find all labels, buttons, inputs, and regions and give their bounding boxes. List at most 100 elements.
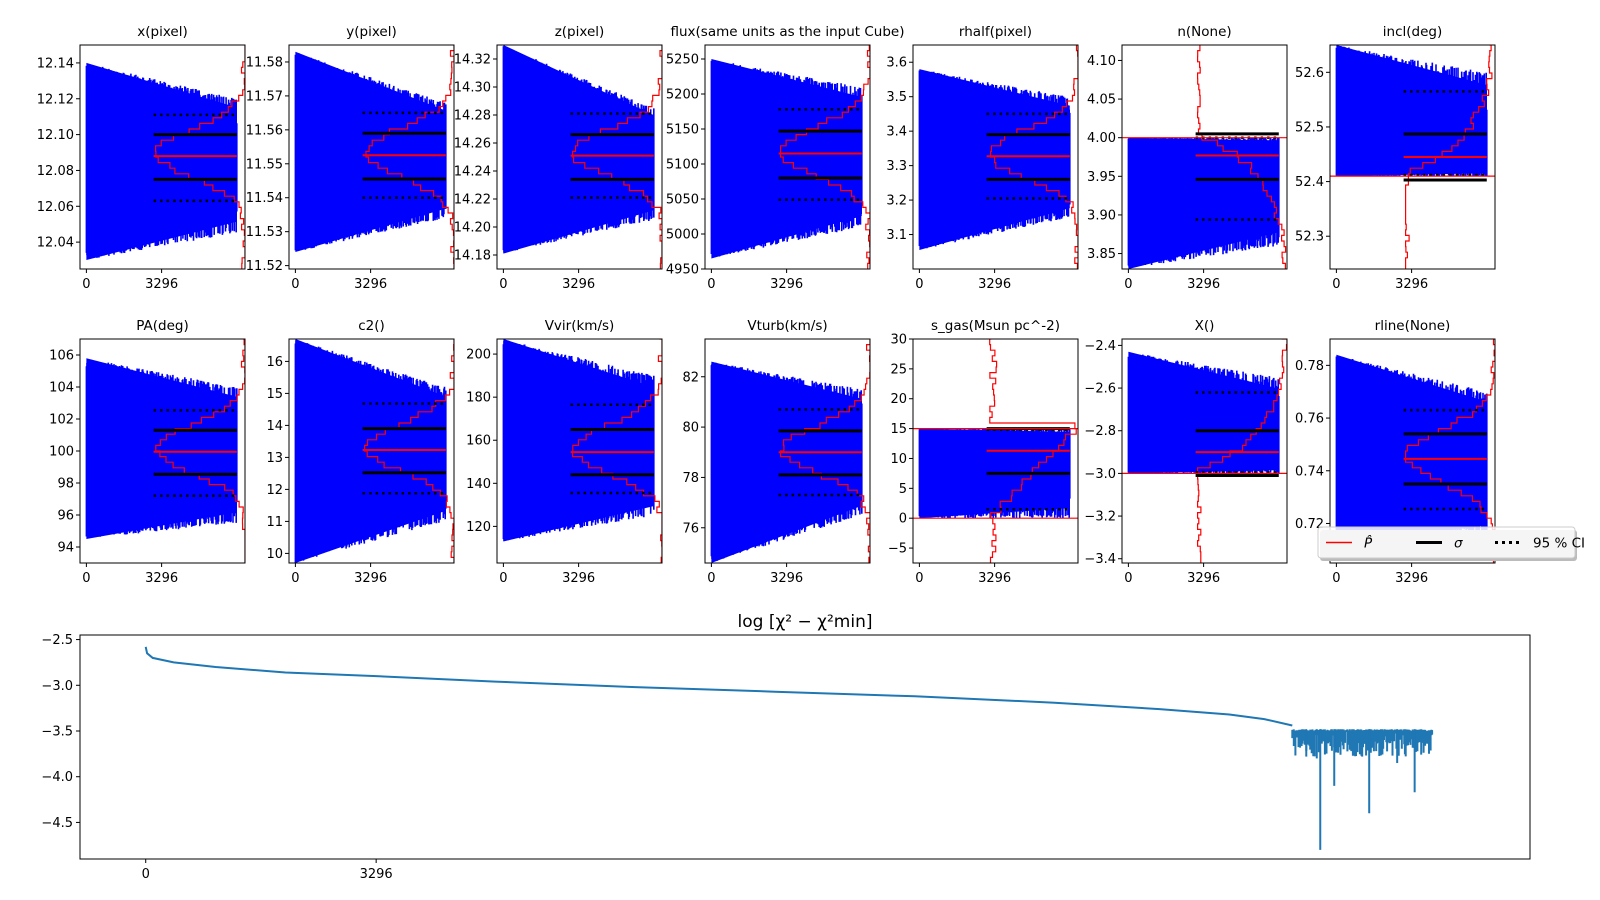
y-tick-label: −3.0: [41, 679, 73, 694]
trace-band: [86, 358, 237, 539]
x-tick-label: 0: [1124, 571, 1132, 586]
panel-5: 3.85 3.90 3.95 4.00 4.05 4.10 0 3296 n(None): [1087, 24, 1288, 292]
panel-title: flux(same units as the input Cube): [670, 24, 904, 40]
x-tick-label: 0: [142, 867, 150, 882]
loss-curve: [144, 646, 1293, 727]
x-tick-label: 3296: [770, 277, 803, 292]
y-tick-label: 12.12: [37, 92, 74, 107]
legend-label-2: 95 % CI: [1533, 536, 1585, 552]
posterior-histogram: [1197, 45, 1287, 269]
y-tick-label: 180: [466, 391, 491, 406]
x-tick-label: 0: [499, 571, 507, 586]
y-tick-label: −5: [888, 542, 907, 557]
axes-frame: [288, 44, 455, 270]
x-tick-label: 0: [1332, 277, 1340, 292]
x-tick-label: 3296: [770, 571, 803, 586]
y-tick-label: 11.52: [246, 259, 283, 274]
y-tick-label: 76: [682, 521, 699, 536]
plot-area: [710, 339, 870, 563]
posterior-histogram: [572, 339, 662, 563]
x-tick-label: 0: [291, 277, 299, 292]
x-tick-label: 3296: [354, 277, 387, 292]
plot-area: [502, 339, 662, 563]
axes-frame: [912, 338, 1079, 564]
panel-title: s_gas(Msun pc^-2): [931, 318, 1060, 334]
plot-area: [1122, 45, 1287, 269]
axes-frame: [912, 44, 1079, 270]
legend-box: [1317, 526, 1576, 559]
x-tick-label: 3296: [562, 277, 595, 292]
y-tick-label: 13: [266, 451, 283, 466]
y-tick-label: 4950: [666, 263, 699, 278]
y-tick-label: 96: [57, 509, 74, 524]
y-tick-label: 15: [266, 387, 283, 402]
y-tick-label: 0.74: [1295, 464, 1324, 479]
y-tick-label: 3.6: [886, 56, 907, 71]
x-tick-label: 0: [1332, 571, 1340, 586]
y-tick-label: 14.22: [454, 193, 491, 208]
plot-area: [85, 45, 245, 269]
y-tick-label: −3.5: [41, 725, 73, 740]
y-tick-label: 52.6: [1295, 66, 1324, 81]
plot-area: [1122, 339, 1287, 563]
y-tick-label: 52.4: [1295, 175, 1324, 190]
plot-area: [710, 45, 870, 269]
y-tick-label: 80: [682, 421, 699, 436]
y-tick-label: 12.08: [37, 164, 74, 179]
y-tick-label: −3.2: [1084, 510, 1116, 525]
y-tick-label: 3.4: [886, 125, 907, 140]
panel-0: 12.04 12.06 12.08 12.10 12.12 12.14 0 3296 x(pix…: [37, 24, 246, 292]
legend: P̂ σ 95 % CI: [1317, 526, 1585, 561]
y-tick-label: 3.95: [1087, 170, 1116, 185]
panel-11: −5 0 5 10 15 20 25 30 0 3296 s_gas(Msun pc^-2): [888, 318, 1079, 586]
x-tick-label: 3296: [1187, 571, 1220, 586]
y-tick-label: −2.4: [1084, 339, 1116, 354]
x-tick-label: 0: [82, 571, 90, 586]
y-tick-label: 11: [266, 515, 283, 530]
y-tick-label: 14.24: [454, 165, 491, 180]
y-tick-label: 10: [266, 547, 283, 562]
y-tick-label: 12.14: [37, 56, 74, 71]
y-tick-label: 10: [890, 452, 907, 467]
trace-band: [1336, 45, 1487, 177]
x-tick-label: 3296: [562, 571, 595, 586]
y-tick-label: 3.1: [886, 228, 907, 243]
y-tick-label: 11.54: [246, 191, 283, 206]
y-tick-label: 16: [266, 355, 283, 370]
x-tick-label: 3296: [1187, 277, 1220, 292]
x-tick-label: 0: [82, 277, 90, 292]
plot-area: [294, 339, 454, 563]
panel-title: X(): [1195, 318, 1215, 334]
axes-frame: [1121, 44, 1288, 270]
posterior-histogram: [1405, 45, 1493, 269]
y-tick-label: −3.0: [1084, 467, 1116, 482]
panel-title: PA(deg): [136, 318, 189, 334]
x-tick-label: 3296: [1395, 277, 1428, 292]
posterior-histogram: [364, 339, 454, 563]
plot-area: [913, 339, 1078, 563]
x-tick-label: 3296: [145, 571, 178, 586]
panel-title: y(pixel): [346, 24, 396, 40]
y-tick-label: 14.26: [454, 137, 491, 152]
y-tick-label: 25: [890, 362, 907, 377]
x-tick-label: 0: [291, 571, 299, 586]
legend-label-0: P̂: [1364, 535, 1373, 551]
y-tick-label: 52.5: [1295, 120, 1324, 135]
y-tick-label: 4.00: [1087, 131, 1116, 146]
posterior-histogram: [365, 45, 454, 269]
y-tick-label: 3.3: [886, 159, 907, 174]
y-tick-label: 0: [899, 512, 907, 527]
loss-axes-frame: [79, 634, 1531, 860]
axes-frame: [1329, 44, 1496, 270]
y-tick-label: 3.2: [886, 194, 907, 209]
panel-9: 120 140 160 180 200 0 3296 Vvir(km/s): [466, 318, 663, 586]
y-tick-label: 14.18: [454, 249, 491, 264]
posterior-histogram: [572, 45, 662, 269]
x-tick-label: 0: [915, 571, 923, 586]
y-tick-label: −2.6: [1084, 382, 1116, 397]
panel-title: x(pixel): [137, 24, 187, 40]
posterior-histogram: [780, 339, 870, 563]
y-tick-label: 11.53: [246, 225, 283, 240]
panel-13: 0.72 0.74 0.76 0.78 0 3296 rline(None): [1295, 318, 1496, 586]
y-tick-label: 30: [890, 333, 907, 348]
